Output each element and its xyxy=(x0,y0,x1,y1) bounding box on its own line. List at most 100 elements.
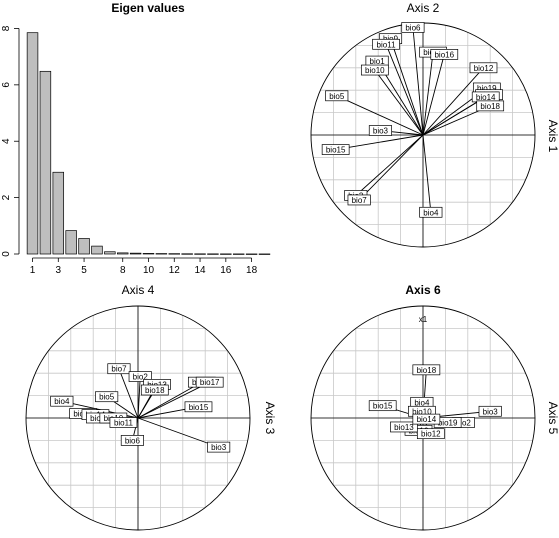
label-text-bio13: bio13 xyxy=(394,423,414,432)
label-text-bio10: bio10 xyxy=(412,407,432,416)
bar-16 xyxy=(220,253,232,255)
x-tick-label-8: 8 xyxy=(120,265,126,276)
label-box-bio6 xyxy=(120,435,144,446)
arrow-bio16 xyxy=(422,54,445,136)
label-box-bio5 xyxy=(325,90,349,102)
label-text-bio7: bio7 xyxy=(111,365,127,374)
label-box-bio18 xyxy=(412,364,441,376)
circle1-ylabel: Axis 1 xyxy=(546,120,559,153)
arrow-bio6 xyxy=(412,27,424,136)
label-text-bio4: bio4 xyxy=(54,397,70,406)
label-box-bio14 xyxy=(412,413,441,425)
label-bio16: bio16 xyxy=(430,49,459,60)
label-box-bio15 xyxy=(368,400,397,412)
label-bio15: bio15 xyxy=(321,144,350,155)
label-bio3: bio3 xyxy=(478,405,502,417)
label-text-bio7: bio7 xyxy=(352,196,368,205)
circle2-title: Axis 4 xyxy=(122,283,155,297)
bar-18 xyxy=(245,253,258,255)
label-text-bio6: bio6 xyxy=(125,436,141,445)
label-bio18: bio18 xyxy=(476,100,505,112)
label-box-bio13 xyxy=(390,421,418,433)
bar-2 xyxy=(39,70,52,255)
label-box-bio7 xyxy=(347,194,371,206)
label-text-bio1: bio1 xyxy=(370,57,386,66)
bar-13 xyxy=(181,253,193,255)
arrow-bio12 xyxy=(422,67,484,136)
label-box-bio15 xyxy=(184,401,213,413)
label-text-bio3: bio3 xyxy=(373,127,389,136)
label-bio13: bio13 xyxy=(390,421,418,433)
label-bio17: bio17 xyxy=(195,376,224,388)
label-box-bio17 xyxy=(195,376,224,388)
unit-circle xyxy=(310,305,536,531)
x-tick-label-14: 14 xyxy=(194,265,206,276)
label-text-bio11: bio11 xyxy=(377,40,397,49)
label-bio11: bio11 xyxy=(372,38,400,50)
arrow-bio14 xyxy=(422,96,486,136)
label-box-bio12 xyxy=(416,428,445,440)
bar-9 xyxy=(129,252,142,255)
label-bio5: bio5 xyxy=(95,391,119,403)
label-bio15: bio15 xyxy=(184,401,213,413)
label-box-bio3 xyxy=(478,405,502,417)
x-tick-label-18: 18 xyxy=(246,265,258,276)
arrow-bio7 xyxy=(118,368,139,419)
label-box-bio11 xyxy=(372,38,400,50)
x-tick-label-10: 10 xyxy=(143,265,155,276)
bar-19 xyxy=(258,253,271,255)
label-text-bio18: bio18 xyxy=(145,386,165,395)
arrow-bio15 xyxy=(335,134,424,151)
label-box-bio16 xyxy=(430,49,459,60)
x-tick-label-16: 16 xyxy=(220,265,232,276)
circle1-title: Axis 2 xyxy=(407,1,440,15)
arrow-bio10 xyxy=(374,69,424,136)
arrow-bio11 xyxy=(385,44,424,136)
label-bio3: bio3 xyxy=(207,441,231,453)
arrow-bio17 xyxy=(137,381,210,419)
x-tick-label-5: 5 xyxy=(81,265,87,276)
circle-plot-axis4-axis3: Axis 4 Axis 3 bio7bio2bio13bio18bio16bio… xyxy=(25,283,277,531)
x-tick-label-1: 1 xyxy=(30,265,36,276)
label-bio7: bio7 xyxy=(347,194,371,206)
x-tick-label-3: 3 xyxy=(56,265,62,276)
label-text-bio12: bio12 xyxy=(421,430,441,439)
label-box-bio10 xyxy=(360,64,389,76)
label-text-bio4: bio4 xyxy=(414,398,430,407)
y-tick-label-0: 0 xyxy=(1,251,12,257)
label-box-bio2 xyxy=(128,371,152,382)
bar-17 xyxy=(232,253,245,255)
label-box-bio12 xyxy=(469,62,498,74)
label-text-bio2: bio2 xyxy=(133,373,149,382)
bar-3 xyxy=(52,171,65,255)
label-bio15: bio15 xyxy=(368,400,397,412)
label-text-bio16: bio16 xyxy=(434,50,454,59)
label-bio4: bio4 xyxy=(50,395,74,407)
arrow-bio2 xyxy=(137,376,141,419)
y-tick-label-2: 2 xyxy=(1,194,12,200)
unit-circle xyxy=(25,305,251,531)
arrow-bio4 xyxy=(422,134,432,213)
label-bio4: bio4 xyxy=(410,396,434,408)
label-text-bio5: bio5 xyxy=(329,92,345,101)
label-box-bio5 xyxy=(95,391,119,403)
arrow-bio2 xyxy=(355,134,424,196)
eigenvalue-title: Eigen values xyxy=(111,1,185,15)
label-text-bio18: bio18 xyxy=(417,366,437,375)
arrow-bio9 xyxy=(390,38,424,136)
bar-12 xyxy=(168,253,180,255)
y-tick-label-8: 8 xyxy=(1,25,12,31)
y-tick-label-6: 6 xyxy=(1,82,12,88)
eigenvalue-barplot: Eigen values 0 2 4 6 8 1 3 5 8 10 12 14 16 18 xyxy=(1,1,271,276)
label-text-bio14: bio14 xyxy=(417,415,437,424)
bar-14 xyxy=(194,253,206,255)
label-box-bio15 xyxy=(321,144,350,155)
label-bio5: bio5 xyxy=(325,90,349,102)
bar-8 xyxy=(117,252,129,255)
label-bio14: bio14 xyxy=(412,413,441,425)
label-bio6: bio6 xyxy=(401,22,425,33)
label-bio6: bio6 xyxy=(120,435,144,446)
circle2-ylabel: Axis 3 xyxy=(263,402,277,435)
label-box-bio4 xyxy=(419,206,443,218)
